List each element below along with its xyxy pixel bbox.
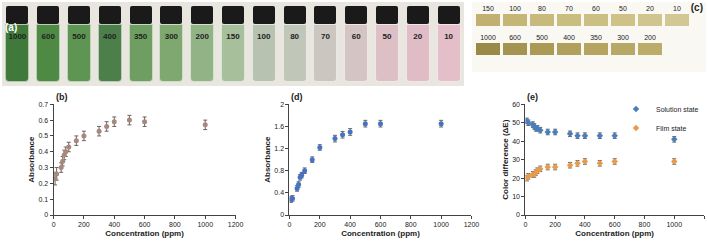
html-text:10: 10	[673, 5, 681, 12]
svg-text:50: 50	[512, 119, 520, 126]
svg-text:0.7: 0.7	[38, 101, 48, 108]
svg-text:400: 400	[579, 221, 591, 228]
svg-text:20: 20	[512, 175, 520, 182]
html-text:300: 300	[617, 34, 629, 41]
html-text:350: 350	[133, 32, 148, 41]
html-text:600: 600	[509, 34, 521, 41]
svg-text:0: 0	[523, 221, 527, 228]
html-text:400: 400	[103, 32, 117, 41]
svg-text:0: 0	[288, 221, 292, 228]
svg-text:30: 30	[512, 156, 520, 163]
html-text:80: 80	[290, 32, 299, 41]
svg-text:0.8: 0.8	[274, 167, 284, 174]
svg-text:(d): (d)	[291, 92, 303, 102]
html-text:200: 200	[644, 34, 656, 41]
html-text:100: 100	[257, 32, 271, 41]
html-text:60: 60	[351, 32, 361, 41]
svg-text:Concentration (ppm): Concentration (ppm)	[575, 229, 654, 238]
html-text:70: 70	[320, 32, 330, 41]
svg-text:0.3: 0.3	[38, 164, 48, 171]
svg-text:Concentration (ppm): Concentration (ppm)	[105, 229, 184, 238]
html-text:20: 20	[413, 32, 423, 41]
svg-text:200: 200	[78, 221, 90, 228]
svg-text:(b): (b)	[56, 92, 68, 102]
html-text:1000: 1000	[8, 32, 27, 41]
html-text:50: 50	[382, 32, 392, 41]
svg-text:0: 0	[280, 211, 284, 218]
svg-text:Film state: Film state	[656, 125, 686, 132]
svg-text:Solution state: Solution state	[656, 106, 699, 113]
svg-text:1200: 1200	[228, 221, 244, 228]
svg-text:800: 800	[405, 221, 417, 228]
html-text:400: 400	[563, 34, 575, 41]
svg-text:200: 200	[314, 221, 326, 228]
svg-text:40: 40	[512, 138, 520, 145]
svg-text:Absorbance: Absorbance	[263, 136, 272, 183]
svg-text:800: 800	[639, 221, 651, 228]
svg-text:0.4: 0.4	[38, 148, 48, 155]
svg-text:600: 600	[375, 221, 387, 228]
svg-text:(e): (e)	[527, 92, 538, 102]
svg-text:800: 800	[169, 221, 181, 228]
svg-text:1.2: 1.2	[274, 145, 284, 152]
html-text:300: 300	[164, 32, 179, 41]
html-text:1000: 1000	[480, 34, 496, 41]
html-text:350: 350	[590, 34, 602, 41]
html-text:20: 20	[646, 5, 654, 12]
svg-text:1000: 1000	[666, 221, 682, 228]
html-text:10: 10	[444, 32, 453, 41]
svg-text:60: 60	[512, 101, 520, 108]
svg-text:Absorbance: Absorbance	[27, 136, 36, 183]
html-text:60: 60	[592, 5, 600, 12]
html-text:600: 600	[41, 32, 55, 41]
svg-text:Concentration (ppm): Concentration (ppm)	[341, 229, 420, 238]
svg-text:0: 0	[44, 211, 48, 218]
html-text:150: 150	[226, 32, 240, 41]
svg-text:200: 200	[549, 221, 561, 228]
html-text:150: 150	[482, 5, 494, 12]
html-text:500: 500	[536, 34, 548, 41]
svg-text:600: 600	[139, 221, 151, 228]
svg-text:0.5: 0.5	[38, 132, 48, 139]
svg-text:0.6: 0.6	[38, 117, 48, 124]
html-text:50: 50	[619, 5, 627, 12]
html-text:100: 100	[509, 5, 521, 12]
svg-text:10: 10	[512, 193, 520, 200]
html-text:80: 80	[538, 5, 546, 12]
svg-text:400: 400	[344, 221, 356, 228]
svg-text:1200: 1200	[464, 221, 480, 228]
html-text:200: 200	[195, 32, 209, 41]
svg-text:0: 0	[516, 211, 520, 218]
svg-text:0.4: 0.4	[274, 189, 284, 196]
svg-text:400: 400	[108, 221, 120, 228]
html-text:(c): (c)	[690, 2, 703, 13]
svg-text:1.6: 1.6	[274, 123, 284, 130]
svg-text:1000: 1000	[197, 221, 213, 228]
svg-text:2: 2	[280, 101, 284, 108]
html-text:(a): (a)	[5, 22, 18, 33]
svg-text:1000: 1000	[433, 221, 449, 228]
html-text:70: 70	[565, 5, 573, 12]
svg-text:600: 600	[609, 221, 621, 228]
svg-text:0.2: 0.2	[38, 180, 48, 187]
svg-text:Color difference (ΔE): Color difference (ΔE)	[501, 119, 510, 199]
svg-text:0.1: 0.1	[38, 196, 48, 203]
html-text:500: 500	[72, 32, 86, 41]
svg-text:0: 0	[52, 221, 56, 228]
